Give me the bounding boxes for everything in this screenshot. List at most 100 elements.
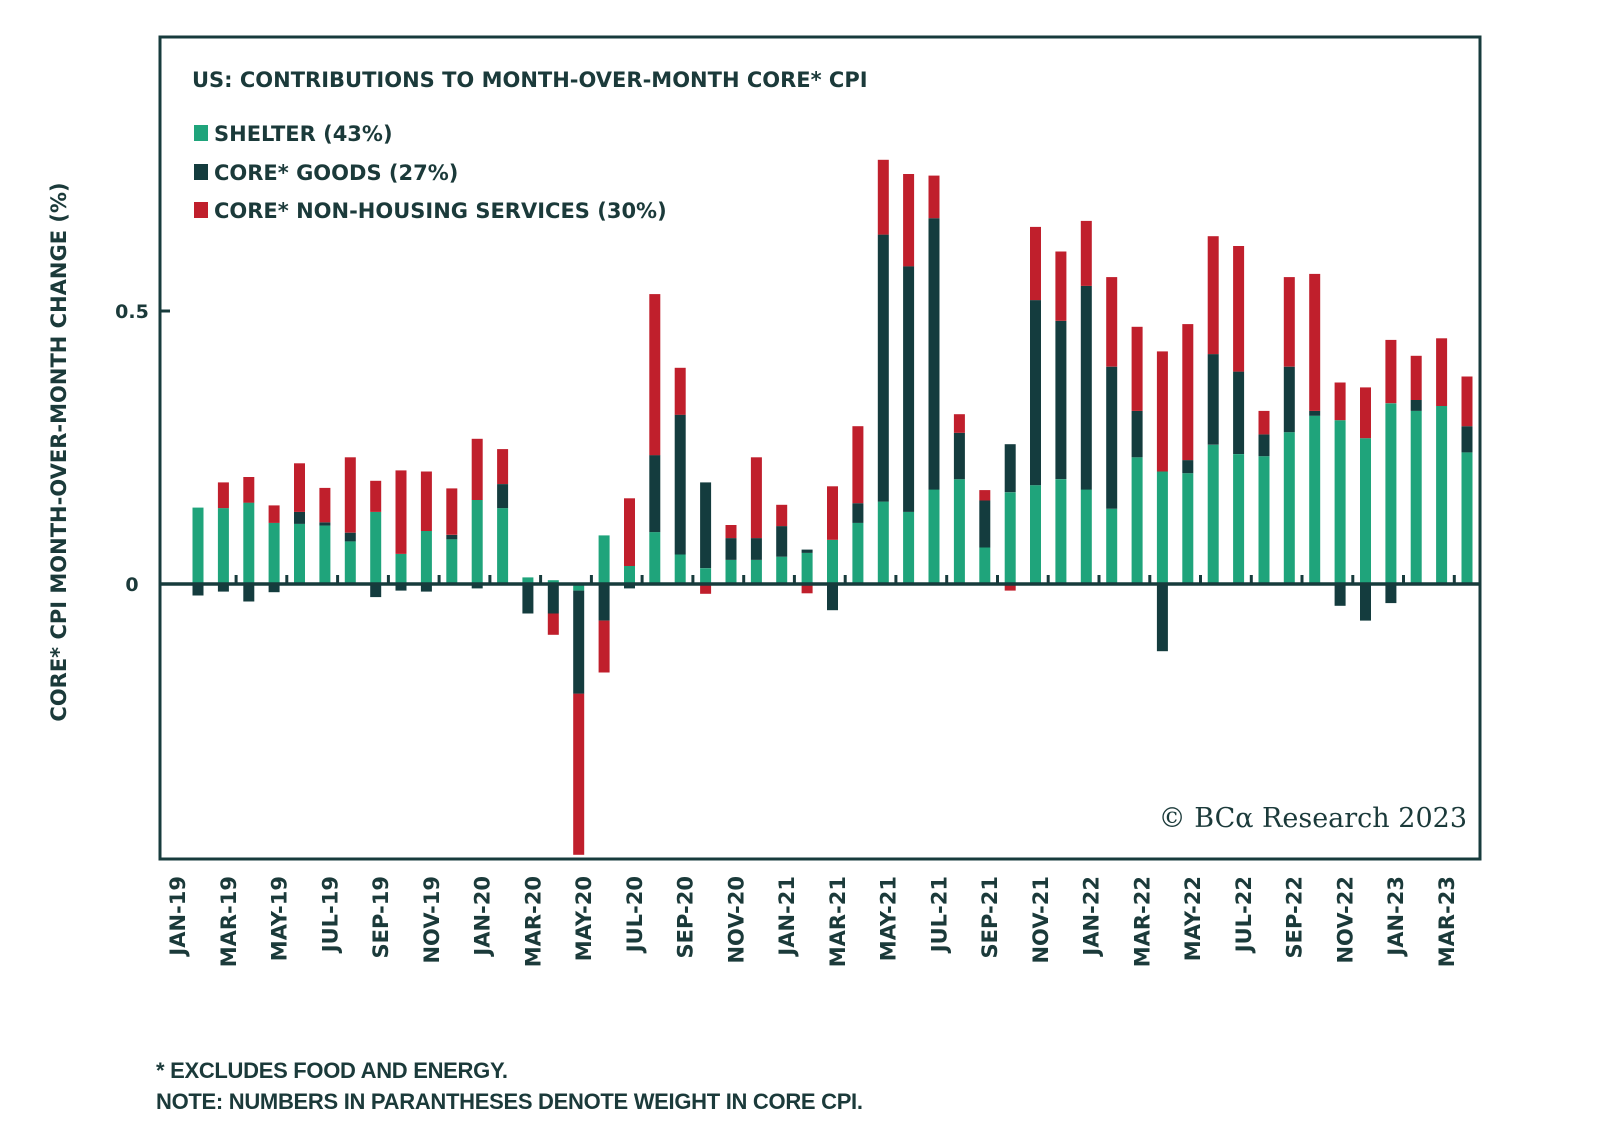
bar-group-feb-20 xyxy=(522,577,534,614)
bar-core-non-housing-services xyxy=(725,525,737,539)
bar-shelter xyxy=(370,511,382,584)
bar-core-non-housing-services xyxy=(1106,277,1118,367)
chart-title: US: CONTRIBUTIONS TO MONTH-OVER-MONTH CO… xyxy=(192,68,868,92)
bar-shelter xyxy=(877,501,889,584)
bar-core-non-housing-services xyxy=(750,457,762,539)
bar-core-non-housing-services xyxy=(1410,355,1422,400)
bar-group-feb-21 xyxy=(827,486,838,611)
bars xyxy=(192,159,1473,855)
bar-shelter xyxy=(750,560,762,584)
bar-core-non-housing-services xyxy=(1080,220,1092,286)
legend: SHELTER (43%) CORE* GOODS (27%) CORE* NON-… xyxy=(194,122,667,223)
bar-group-feb-22 xyxy=(1131,326,1143,584)
bar-core-goods xyxy=(827,584,838,611)
bar-core-goods xyxy=(624,584,635,589)
bar-core-non-housing-services xyxy=(700,584,712,594)
bar-group-oct-21 xyxy=(1030,226,1041,584)
x-tick-label: SEP-19 xyxy=(369,876,393,958)
bar-core-non-housing-services xyxy=(1156,351,1168,472)
bar-shelter xyxy=(801,552,813,584)
bar-group-sep-22 xyxy=(1309,273,1321,584)
bar-group-jun-19 xyxy=(319,487,331,584)
bar-core-goods xyxy=(522,584,534,614)
bar-group-apr-20 xyxy=(573,584,585,855)
x-tick-label: NOV-19 xyxy=(420,876,444,964)
bar-core-goods xyxy=(1106,366,1118,509)
footnote-exclusions: * EXCLUDES FOOD AND ENERGY. xyxy=(156,1058,508,1083)
bar-group-nov-21 xyxy=(1055,251,1067,584)
bar-core-non-housing-services xyxy=(1385,339,1397,404)
bar-core-non-housing-services xyxy=(1360,387,1371,439)
x-tick-label: JAN-23 xyxy=(1384,876,1408,958)
bar-shelter xyxy=(979,547,991,584)
legend-label: CORE* NON-HOUSING SERVICES (30%) xyxy=(214,199,667,223)
bar-group-apr-22 xyxy=(1182,324,1194,584)
bar-shelter xyxy=(243,502,255,584)
bar-core-non-housing-services xyxy=(624,498,635,566)
bar-group-jan-22 xyxy=(1106,277,1118,584)
bar-core-non-housing-services xyxy=(217,482,229,509)
bar-shelter xyxy=(1030,485,1041,584)
bar-group-dec-22 xyxy=(1385,339,1397,604)
bar-shelter xyxy=(1080,489,1092,584)
bar-shelter xyxy=(700,568,712,584)
bar-shelter xyxy=(547,580,559,584)
x-tick-label: JAN-19 xyxy=(166,876,190,958)
bar-shelter xyxy=(1334,420,1346,584)
bar-group-jul-22 xyxy=(1258,410,1270,584)
bar-core-non-housing-services xyxy=(903,174,915,267)
bar-group-jan-20 xyxy=(497,449,509,584)
y-axis-label: CORE* CPI MONTH-OVER-MONTH CHANGE (%) xyxy=(47,182,71,721)
bar-core-non-housing-services xyxy=(979,490,991,501)
x-tick-label: MAY-19 xyxy=(268,876,292,961)
bar-group-jan-21 xyxy=(801,549,813,594)
bar-shelter xyxy=(649,532,661,584)
bar-core-goods xyxy=(928,218,940,490)
bar-core-goods xyxy=(877,234,889,502)
bar-core-non-housing-services xyxy=(877,159,889,235)
bar-shelter xyxy=(1436,406,1448,584)
bar-group-aug-20 xyxy=(674,367,686,584)
bar-core-non-housing-services xyxy=(1004,584,1016,591)
bar-group-jan-19 xyxy=(192,507,204,596)
x-axis-ticks xyxy=(234,575,1456,584)
bar-core-non-housing-services xyxy=(319,487,331,523)
bar-core-goods xyxy=(1410,400,1422,411)
bar-core-non-housing-services xyxy=(598,620,610,673)
bar-shelter xyxy=(1004,492,1016,584)
bar-group-sep-20 xyxy=(700,482,712,594)
bar-shelter xyxy=(827,539,838,584)
bar-core-non-housing-services xyxy=(573,693,585,855)
bar-shelter xyxy=(471,499,483,584)
bar-group-may-20 xyxy=(598,535,610,673)
bar-core-non-housing-services xyxy=(1258,410,1270,435)
x-tick-label: MAY-22 xyxy=(1181,876,1205,961)
y-axis: 00.5 xyxy=(115,301,170,596)
bar-core-goods xyxy=(1233,371,1245,454)
bar-group-jul-19 xyxy=(344,457,356,584)
bar-shelter xyxy=(624,566,635,584)
bar-shelter xyxy=(1207,444,1219,584)
x-tick-label: JUL-19 xyxy=(318,876,342,954)
copyright-text: © BCα Research 2023 xyxy=(1159,803,1467,834)
bar-group-mar-21 xyxy=(852,426,864,584)
bar-core-goods xyxy=(1258,434,1270,457)
bar-group-nov-19 xyxy=(446,488,458,584)
bar-core-non-housing-services xyxy=(1461,376,1473,427)
bar-group-mar-19 xyxy=(243,477,255,602)
bar-group-feb-19 xyxy=(217,482,229,592)
x-tick-label: MAR-19 xyxy=(217,876,241,967)
bar-core-non-housing-services xyxy=(928,175,940,219)
bar-shelter xyxy=(1309,415,1321,584)
bar-core-goods xyxy=(1182,460,1194,474)
bar-core-goods xyxy=(243,584,255,602)
bar-core-goods xyxy=(1385,584,1397,604)
bar-core-non-housing-services xyxy=(827,486,838,540)
bar-core-non-housing-services xyxy=(294,463,305,512)
bar-core-non-housing-services xyxy=(649,294,661,456)
x-tick-label: JUL-20 xyxy=(623,876,647,954)
bar-core-goods xyxy=(1309,410,1321,416)
bar-core-goods xyxy=(573,590,585,694)
bar-core-goods xyxy=(370,584,382,598)
bar-core-non-housing-services xyxy=(1131,326,1143,411)
